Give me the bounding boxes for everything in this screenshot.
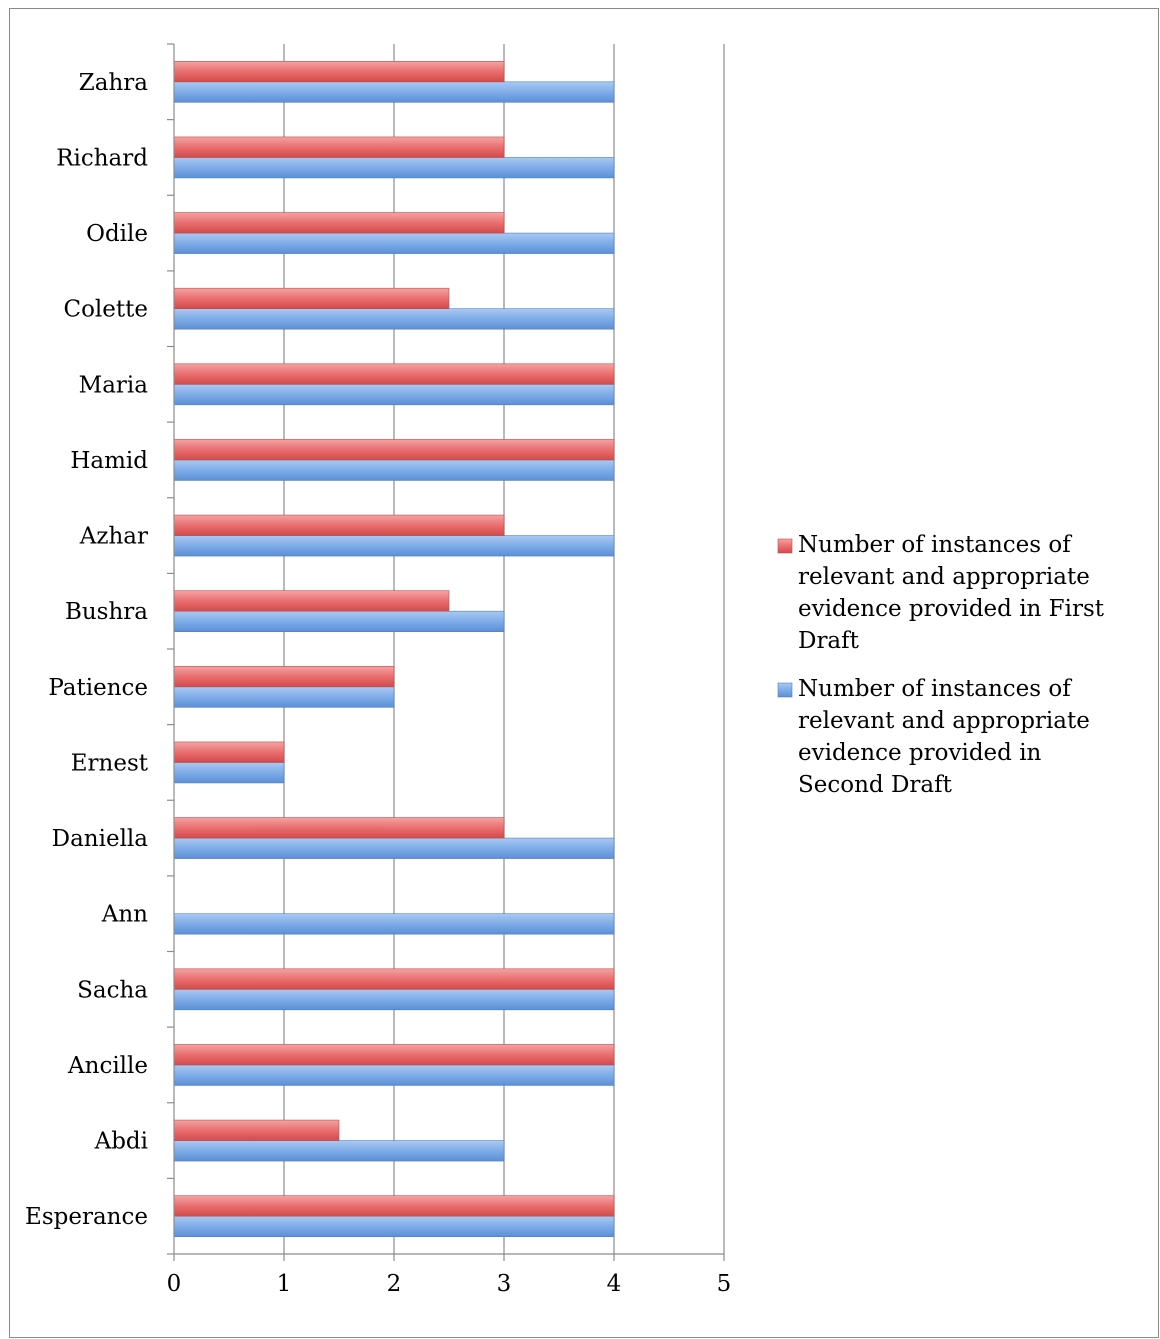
- bar-chart: Esperance Abdi Ancille Sacha Ann Daniella Erne…: [25, 43, 1105, 1297]
- category-label: Odile: [86, 221, 148, 247]
- x-tick-label: 2: [387, 1271, 402, 1297]
- first-draft-bar-patience: [173, 666, 395, 688]
- second-draft-legend-swatch: [777, 682, 793, 698]
- first-draft-bar-bushra: [173, 590, 450, 612]
- x-tick-label: 1: [277, 1271, 292, 1297]
- category-label: Maria: [79, 372, 149, 398]
- second-draft-bar-odile: [173, 232, 615, 254]
- legend-entry: Number of instances of relevant and appro…: [798, 532, 1105, 654]
- category-label: Abdi: [94, 1129, 148, 1155]
- second-draft-bar-esperance: [173, 1215, 615, 1237]
- second-draft-bar-patience: [173, 686, 395, 708]
- second-draft-bar-ann: [173, 913, 615, 935]
- category-label: Sacha: [77, 977, 148, 1003]
- legend: Number of instances of relevant and appro…: [777, 532, 1105, 798]
- category-label: Colette: [63, 297, 148, 323]
- second-draft-bar-azhar: [173, 535, 615, 557]
- axes: [167, 43, 725, 1261]
- second-draft-bar-sacha: [173, 989, 615, 1011]
- first-draft-legend-swatch: [777, 538, 793, 554]
- second-draft-bar-bushra: [173, 610, 505, 632]
- second-draft-bar-richard: [173, 157, 615, 179]
- second-draft-bar-zahra: [173, 81, 615, 103]
- first-draft-bar-azhar: [173, 514, 505, 536]
- second-draft-bar-abdi: [173, 1140, 505, 1162]
- axis-labels: Esperance Abdi Ancille Sacha Ann Daniella Erne…: [25, 70, 731, 1297]
- category-label: Ancille: [67, 1053, 148, 1079]
- category-label: Patience: [48, 675, 148, 701]
- first-draft-bar-hamid: [173, 439, 615, 461]
- category-label: Zahra: [79, 70, 149, 96]
- x-tick-label: 0: [167, 1271, 182, 1297]
- x-tick-label: 4: [607, 1271, 622, 1297]
- first-draft-bar-odile: [173, 212, 505, 234]
- first-draft-bar-sacha: [173, 968, 615, 990]
- bars: [173, 61, 615, 1237]
- category-label: Ernest: [71, 750, 149, 776]
- second-draft-bar-ancille: [173, 1064, 615, 1086]
- second-draft-bar-daniella: [173, 837, 615, 859]
- category-label: Azhar: [79, 524, 148, 550]
- second-draft-bar-hamid: [173, 459, 615, 481]
- second-draft-bar-colette: [173, 308, 615, 330]
- category-label: Hamid: [70, 448, 148, 474]
- x-tick-label: 3: [497, 1271, 512, 1297]
- category-label: Daniella: [52, 826, 149, 852]
- first-draft-bar-esperance: [173, 1195, 615, 1217]
- legend-entry: Number of instances of relevant and appro…: [798, 676, 1090, 798]
- x-tick-label: 5: [717, 1271, 732, 1297]
- first-draft-bar-ernest: [173, 741, 285, 763]
- first-draft-bar-colette: [173, 287, 450, 309]
- first-draft-bar-daniella: [173, 817, 505, 839]
- category-label: Ann: [101, 902, 148, 928]
- first-draft-bar-maria: [173, 363, 615, 385]
- first-draft-bar-abdi: [173, 1119, 340, 1141]
- chart-frame: Esperance Abdi Ancille Sacha Ann Daniella Erne…: [9, 8, 1159, 1338]
- first-draft-bar-ancille: [173, 1044, 615, 1066]
- first-draft-bar-richard: [173, 136, 505, 158]
- category-label: Bushra: [65, 599, 148, 625]
- second-draft-bar-ernest: [173, 762, 285, 784]
- category-label: Esperance: [25, 1204, 148, 1230]
- first-draft-bar-zahra: [173, 61, 505, 83]
- category-label: Richard: [56, 145, 148, 171]
- second-draft-bar-maria: [173, 384, 615, 406]
